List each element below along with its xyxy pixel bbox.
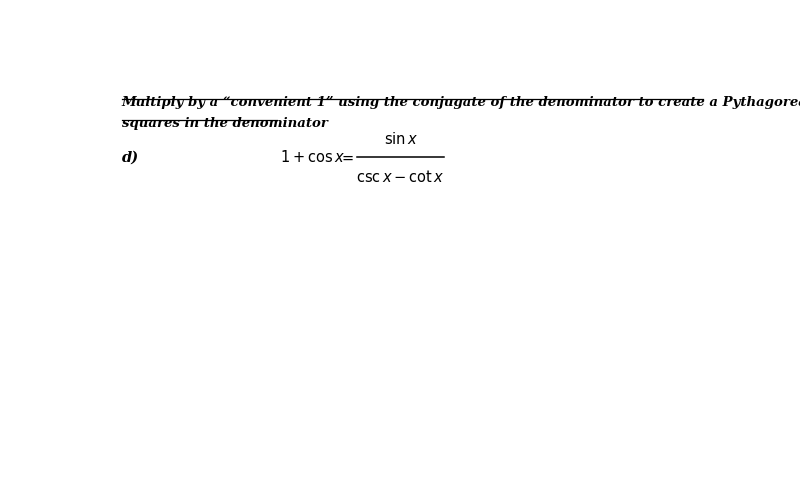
Text: $=$: $=$ <box>338 150 354 164</box>
Text: $1 + \cos x$: $1 + \cos x$ <box>280 149 345 166</box>
Text: squares in the denominator: squares in the denominator <box>122 117 327 130</box>
Text: $\sin x$: $\sin x$ <box>384 131 418 147</box>
Text: d): d) <box>122 150 139 164</box>
Text: $\csc x - \cot x$: $\csc x - \cot x$ <box>357 168 445 185</box>
Text: Multiply by a “convenient 1” using the conjugate of the denominator to create a : Multiply by a “convenient 1” using the c… <box>122 96 800 109</box>
